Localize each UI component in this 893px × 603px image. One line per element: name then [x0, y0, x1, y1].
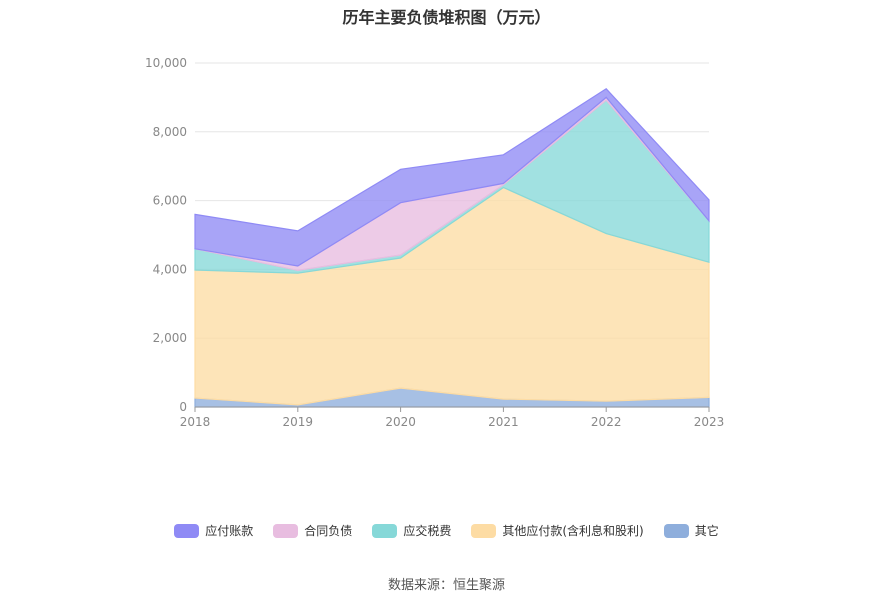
y-tick-label: 4,000 [153, 262, 187, 276]
y-tick-label: 0 [179, 400, 187, 414]
area-series [194, 88, 710, 408]
x-tick-label: 2019 [283, 415, 314, 429]
x-tick-label: 2023 [694, 415, 725, 429]
legend-item[interactable]: 应交税费 [372, 522, 451, 539]
chart-title: 历年主要负债堆积图（万元） [342, 8, 551, 27]
legend-label: 合同负债 [304, 524, 353, 538]
legend-swatch [471, 523, 497, 538]
y-tick-label: 6,000 [153, 194, 187, 208]
legend-item[interactable]: 其他应付款(含利息和股利) [471, 522, 644, 539]
legend-item[interactable]: 合同负债 [273, 522, 352, 539]
y-tick-label: 10,000 [145, 56, 187, 70]
legend-swatch [663, 523, 689, 538]
axes: 0 2,000 4,000 6,000 8,000 10,000 2018 2019 2020 2… [145, 56, 724, 429]
x-tick-label: 2021 [488, 415, 519, 429]
y-tick-label: 8,000 [153, 125, 187, 139]
area-series-应付账款 [194, 88, 710, 267]
legend-label: 应付账款 [205, 524, 254, 538]
legend-label: 其它 [694, 524, 719, 538]
x-tick-label: 2018 [180, 415, 211, 429]
source-note: 数据来源：恒生聚源 [387, 578, 505, 593]
legend: 应付账款 合同负债 应交税费 其他应付款(含利息和股利) 其它 [0, 522, 893, 539]
x-tick-label: 2022 [591, 415, 622, 429]
legend-item[interactable]: 应付账款 [174, 522, 253, 539]
x-tick-label: 2020 [385, 415, 416, 429]
y-tick-label: 2,000 [153, 331, 187, 345]
legend-label: 其他应付款(含利息和股利) [502, 524, 644, 538]
legend-swatch [372, 523, 398, 538]
legend-label: 应交税费 [403, 524, 452, 538]
legend-item[interactable]: 其它 [663, 522, 719, 539]
legend-swatch [273, 523, 299, 538]
legend-swatch [174, 523, 200, 538]
